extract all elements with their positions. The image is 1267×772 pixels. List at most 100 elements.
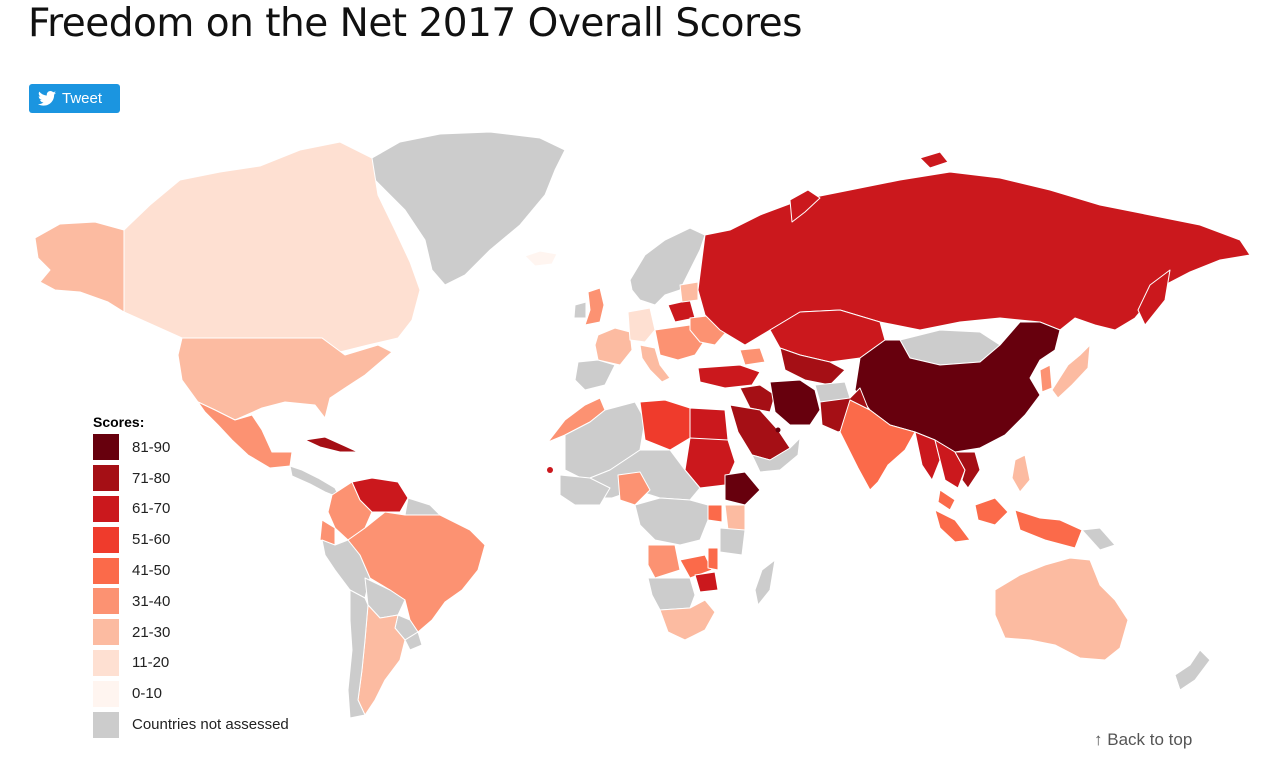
country-south-africa[interactable] (659, 599, 716, 641)
legend-item: 51-60 (93, 524, 323, 555)
legend-item: 41-50 (93, 555, 323, 586)
country-egypt[interactable] (689, 407, 729, 443)
country-malawi[interactable] (707, 547, 719, 571)
country-gambia[interactable] (547, 467, 553, 473)
legend-item: 81-90 (93, 432, 323, 463)
back-to-top-label: Back to top (1107, 730, 1193, 749)
region-iberia[interactable] (574, 359, 616, 391)
legend-title: Scores: (93, 414, 145, 430)
country-greenland[interactable] (369, 131, 566, 286)
country-australia[interactable] (994, 557, 1129, 661)
country-libya[interactable] (639, 399, 691, 451)
country-papua-new-guinea[interactable] (1081, 527, 1116, 551)
legend-label: 11-20 (132, 654, 170, 672)
country-vietnam[interactable] (954, 451, 981, 489)
region-west-africa[interactable] (559, 474, 611, 506)
region-scandinavia[interactable] (629, 227, 706, 306)
legend-swatch (93, 649, 119, 676)
country-angola[interactable] (647, 544, 681, 579)
country-uruguay[interactable] (404, 631, 423, 651)
legend-swatch (93, 526, 119, 553)
country-uganda[interactable] (707, 504, 723, 523)
legend-swatch (93, 619, 119, 646)
legend-swatch (93, 588, 119, 615)
region-baltics[interactable] (679, 281, 699, 303)
legend-swatch (93, 711, 119, 738)
legend: Scores: 81-90 71-80 61-70 51-60 41-50 31-40 21… (93, 412, 323, 740)
country-madagascar[interactable] (754, 559, 776, 606)
country-cuba[interactable] (304, 436, 359, 453)
country-brazil[interactable] (347, 511, 486, 633)
legend-item: 61-70 (93, 494, 323, 525)
country-new-zealand[interactable] (1174, 649, 1211, 691)
country-iran[interactable] (769, 379, 821, 426)
country-united-states[interactable] (177, 337, 393, 421)
legend-label: 21-30 (132, 623, 171, 641)
country-japan[interactable] (1051, 344, 1091, 399)
legend-item: 0-10 (93, 678, 323, 709)
legend-item: 31-40 (93, 586, 323, 617)
tweet-button[interactable]: Tweet (29, 84, 120, 113)
legend-item: 21-30 (93, 617, 323, 648)
country-united-kingdom[interactable] (584, 287, 605, 326)
region-yemen-oman[interactable] (751, 437, 801, 473)
region-levant[interactable] (739, 384, 776, 413)
region-central-africa[interactable] (634, 497, 709, 546)
country-india[interactable] (839, 399, 916, 491)
country-bahrain[interactable] (775, 427, 781, 433)
legend-label: 71-80 (132, 469, 171, 487)
country-france[interactable] (594, 327, 633, 366)
country-indonesia-borneo[interactable] (974, 497, 1009, 526)
back-to-top-link[interactable]: ↑ Back to top (1094, 730, 1192, 750)
country-united-states-alaska[interactable] (34, 221, 125, 313)
region-western-sahara-algeria[interactable] (564, 401, 646, 481)
arrow-up-icon: ↑ (1094, 730, 1103, 749)
legend-label: Countries not assessed (132, 716, 289, 734)
country-ethiopia[interactable] (724, 471, 761, 506)
legend-swatch (93, 557, 119, 584)
region-caucasus[interactable] (739, 347, 766, 366)
country-philippines[interactable] (1011, 454, 1031, 493)
country-russia[interactable] (697, 171, 1251, 346)
country-germany[interactable] (627, 307, 656, 343)
country-nigeria[interactable] (617, 471, 651, 506)
legend-swatch (93, 465, 119, 492)
country-mexico[interactable] (197, 401, 293, 469)
tweet-button-label: Tweet (62, 90, 103, 107)
country-ireland[interactable] (573, 301, 587, 319)
country-korea[interactable] (1039, 364, 1053, 393)
page-title: Freedom on the Net 2017 Overall Scores (28, 1, 802, 46)
country-russia-franz-josef[interactable] (919, 151, 949, 169)
country-russia-kamchatka[interactable] (1137, 269, 1171, 326)
legend-item: 71-80 (93, 463, 323, 494)
country-chile[interactable] (347, 589, 369, 719)
legend-swatch (93, 434, 119, 461)
legend-label: 31-40 (132, 592, 171, 610)
country-italy[interactable] (639, 344, 671, 383)
legend-label: 0-10 (132, 685, 163, 703)
legend-label: 81-90 (132, 438, 171, 456)
region-southern-africa[interactable] (647, 577, 696, 611)
country-zimbabwe[interactable] (694, 571, 719, 593)
legend-item: 11-20 (93, 648, 323, 679)
country-russia-novaya-zemlya[interactable] (789, 189, 821, 223)
region-central-asia[interactable] (779, 347, 846, 386)
legend-label: 41-50 (132, 562, 171, 580)
country-zambia[interactable] (679, 554, 713, 579)
legend-swatch (93, 680, 119, 707)
legend-swatch (93, 495, 119, 522)
legend-label: 61-70 (132, 500, 171, 518)
country-indonesia[interactable] (934, 509, 971, 543)
country-malaysia[interactable] (937, 489, 956, 511)
country-tanzania[interactable] (719, 527, 746, 556)
country-myanmar[interactable] (914, 431, 941, 481)
legend-label: 51-60 (132, 531, 171, 549)
country-iceland[interactable] (524, 250, 558, 267)
country-venezuela[interactable] (351, 477, 409, 513)
country-kenya[interactable] (724, 504, 746, 531)
world-map (0, 120, 1267, 772)
country-indonesia-east[interactable] (1014, 509, 1083, 549)
country-turkey[interactable] (697, 364, 761, 389)
legend-item: Countries not assessed (93, 709, 323, 740)
region-sahel[interactable] (584, 449, 701, 501)
